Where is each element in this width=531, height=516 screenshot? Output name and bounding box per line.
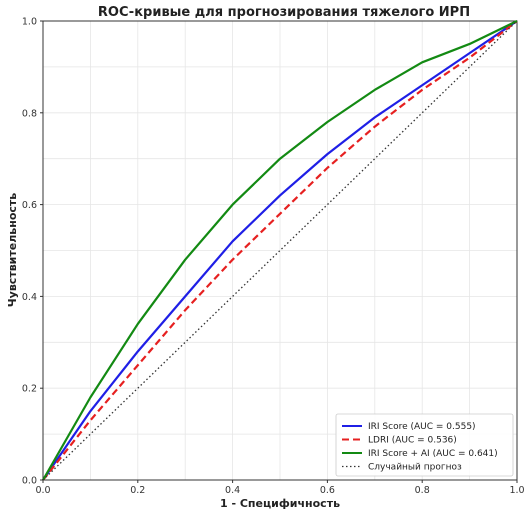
x-axis-label: 1 - Специфичность (220, 497, 340, 510)
legend-label-3: Случайный прогноз (368, 463, 462, 473)
legend-box (335, 413, 514, 477)
x-tick-label: 1.0 (509, 485, 524, 496)
series-line-2 (42, 20, 518, 481)
plot-area: 0.0 0.2 0.4 0.6 0.8 1.0 0.0 0.2 0.4 0.6 0.8 1.0 (22, 17, 525, 497)
x-tick-label: 0.6 (320, 485, 335, 496)
legend-label-2: IRI Score + AI (AUC = 0.641) (368, 449, 498, 459)
x-tick-label: 0.4 (225, 485, 240, 496)
y-tick-label: 0.2 (22, 384, 37, 395)
series-line-0 (42, 20, 518, 481)
plot-frame (42, 20, 518, 481)
legend-label-1: LDRI (AUC = 0.536) (368, 436, 457, 446)
x-tick-label: 0.8 (415, 485, 430, 496)
series-line-1 (42, 20, 518, 481)
y-tick-label: 0.4 (22, 292, 37, 303)
x-tick-label: 0.0 (35, 485, 50, 496)
chart-title: ROC-кривые для прогнозирования тяжелого … (98, 5, 470, 20)
y-tick-label: 0.8 (22, 108, 37, 119)
legend-label-0: IRI Score (AUC = 0.555) (368, 422, 476, 432)
x-tick-label: 0.2 (130, 485, 145, 496)
y-tick-label: 1.0 (22, 17, 37, 28)
y-axis-label: Чувствительность (6, 193, 19, 307)
legend: IRI Score (AUC = 0.555) LDRI (AUC = 0.536… (335, 413, 514, 477)
y-tick-label: 0.6 (22, 200, 37, 211)
y-tick-label: 0.0 (22, 476, 37, 487)
